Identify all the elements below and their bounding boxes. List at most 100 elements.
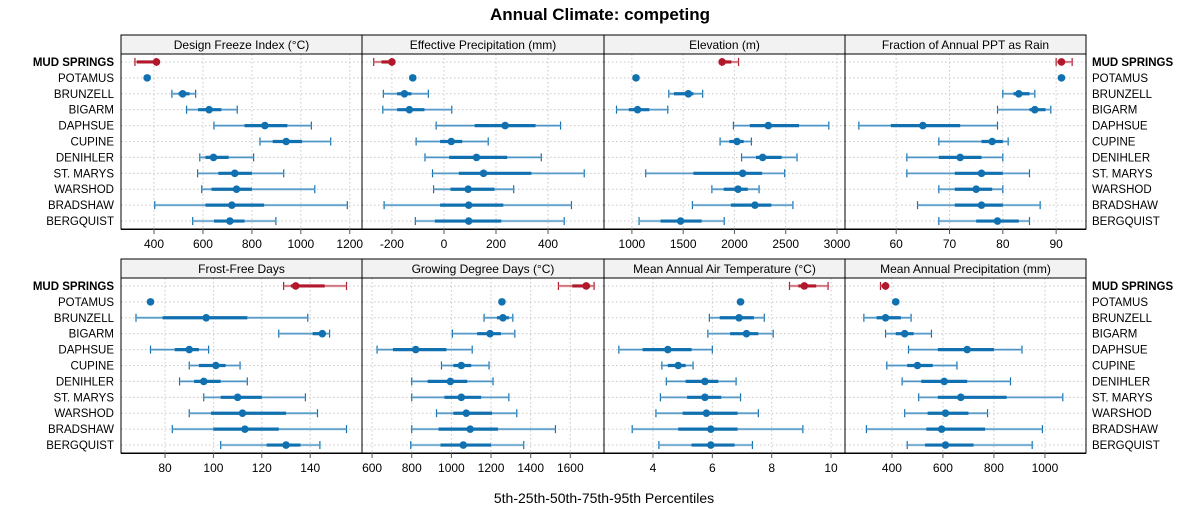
median-point: [479, 169, 488, 178]
row-label: BERGQUIST: [1092, 440, 1160, 452]
median-point: [486, 329, 494, 338]
median-point: [988, 137, 996, 146]
median-point: [226, 217, 234, 225]
median-point: [411, 345, 420, 354]
x-tick-label: 90: [1049, 237, 1063, 251]
median-point: [238, 409, 247, 418]
median-point: [900, 329, 909, 338]
row-label: BRADSHAW: [48, 200, 114, 212]
median-point: [457, 361, 466, 370]
row-label: CUPINE: [71, 361, 115, 373]
median-point: [977, 201, 986, 209]
median-point: [282, 137, 290, 146]
x-tick-label: 70: [943, 237, 957, 251]
row-label: MUD SPRINGS: [33, 57, 114, 69]
median-point: [956, 153, 964, 162]
row-label: POTAMUS: [58, 73, 114, 85]
median-point: [143, 74, 151, 82]
median-point: [462, 409, 471, 418]
median-point: [233, 393, 242, 402]
row-label: ST. MARYS: [1092, 392, 1153, 404]
median-point: [758, 153, 767, 162]
median-point: [459, 441, 468, 449]
median-point: [937, 425, 946, 433]
row-label: DENIHLER: [56, 152, 114, 164]
x-tick-label: 1400: [517, 461, 544, 475]
row-label: CUPINE: [1092, 361, 1136, 373]
median-point: [676, 217, 685, 225]
x-axis-label: 5th-25th-50th-75th-95th Percentiles: [494, 490, 714, 506]
row-label: BIGARM: [69, 105, 114, 117]
row-label: DAPHSUE: [58, 121, 114, 133]
x-tick-label: 400: [882, 461, 902, 475]
x-tick-label: 400: [538, 237, 558, 251]
median-point: [464, 201, 473, 209]
median-point: [205, 105, 213, 114]
x-tick-label: 10: [824, 461, 838, 475]
median-point: [707, 425, 715, 433]
x-tick-label: 600: [933, 461, 953, 475]
median-point: [212, 361, 220, 370]
row-label: MUD SPRINGS: [1092, 281, 1173, 293]
median-point: [230, 169, 239, 178]
x-tick-label: -200: [380, 237, 404, 251]
panel: Mean Annual Precipitation (mm) 400 600 800 1…: [844, 258, 1087, 475]
median-point: [800, 282, 809, 290]
row-label: ST. MARYS: [1092, 168, 1153, 180]
row-label: BRUNZELL: [54, 89, 115, 101]
median-point: [152, 58, 161, 66]
row-labels-left: MUD SPRINGS POTAMUS BRUNZELL BIGARM DAPHSUE C…: [33, 57, 115, 452]
median-point: [199, 377, 208, 386]
panel-title: Growing Degree Days (°C): [412, 262, 555, 276]
median-point: [734, 185, 742, 194]
x-tick-label: 1200: [478, 461, 505, 475]
median-point: [919, 121, 927, 130]
median-point: [1015, 89, 1023, 98]
median-point: [464, 185, 472, 194]
panel-title: Frost-Free Days: [198, 262, 285, 276]
x-tick-label: 1500: [670, 237, 697, 251]
x-tick-label: 80: [158, 461, 172, 475]
row-label: POTAMUS: [1092, 297, 1148, 309]
x-tick-label: 800: [402, 461, 422, 475]
row-label: BIGARM: [1092, 329, 1137, 341]
median-point: [241, 425, 249, 433]
row-label: MUD SPRINGS: [33, 281, 114, 293]
median-point: [738, 169, 747, 178]
panel-title: Mean Annual Air Temperature (°C): [633, 262, 816, 276]
row-label: BRUNZELL: [1092, 313, 1153, 325]
median-point: [318, 329, 327, 338]
median-point: [405, 105, 414, 114]
row-label: DAPHSUE: [58, 345, 114, 357]
median-point: [674, 361, 682, 370]
median-point: [733, 137, 741, 146]
median-point: [291, 282, 300, 290]
chart-title: Annual Climate: competing: [490, 5, 710, 24]
median-point: [261, 121, 269, 130]
row-label: DAPHSUE: [1092, 345, 1148, 357]
panel: Design Freeze Index (°C) 400 600 800 1000 120…: [120, 34, 363, 251]
median-point: [457, 393, 466, 402]
median-point: [499, 313, 507, 322]
median-point: [701, 377, 709, 386]
x-tick-label: 200: [486, 237, 506, 251]
median-point: [228, 201, 236, 209]
median-point: [146, 298, 155, 306]
x-tick-label: 140: [300, 461, 320, 475]
x-tick-label: 6: [709, 461, 716, 475]
median-point: [718, 58, 726, 66]
row-label: CUPINE: [71, 137, 115, 149]
x-tick-label: 4: [650, 461, 657, 475]
median-point: [633, 105, 642, 114]
row-label: WARSHOD: [1092, 408, 1152, 420]
x-tick-label: 0: [441, 237, 448, 251]
row-label: BRUNZELL: [1092, 89, 1153, 101]
median-point: [881, 282, 890, 290]
row-label: ST. MARYS: [54, 168, 115, 180]
x-tick-label: 2000: [721, 237, 748, 251]
row-label: BRADSHAW: [48, 424, 114, 436]
panel-title: Fraction of Annual PPT as Rain: [882, 38, 1049, 52]
row-label: BIGARM: [1092, 105, 1137, 117]
x-tick-label: 600: [362, 461, 382, 475]
